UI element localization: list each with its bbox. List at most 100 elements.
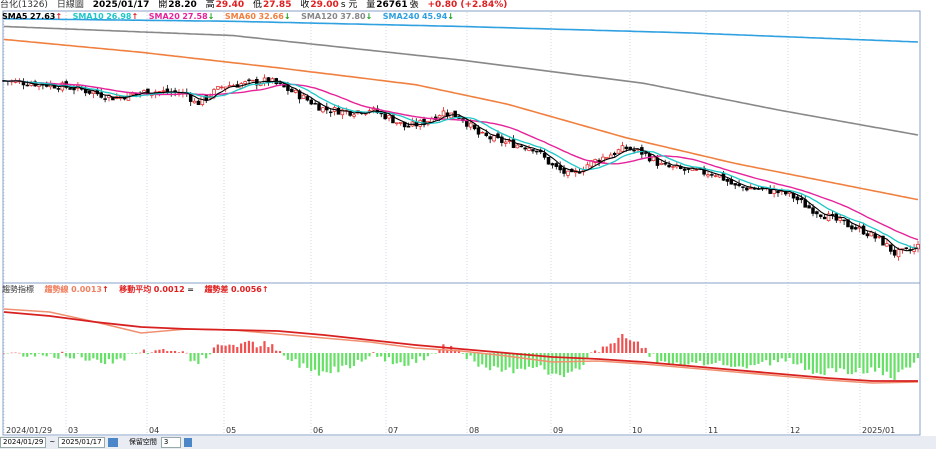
candle-body — [328, 111, 333, 114]
chart-frame — [2, 10, 921, 436]
trend-diff-bar — [185, 352, 188, 354]
trend-diff-bar — [368, 353, 371, 357]
trend-diff-bar — [395, 353, 398, 364]
keep-space-spinner[interactable] — [183, 437, 192, 447]
candle-body — [395, 122, 399, 125]
legend-trend-title: 趨勢指標 — [2, 285, 34, 294]
candle-body — [554, 163, 559, 167]
candle-body — [601, 156, 605, 163]
candle-body — [811, 207, 815, 214]
candle-body — [714, 175, 718, 177]
trend-diff-bar — [411, 353, 414, 360]
trend-diff-bar — [391, 353, 394, 365]
trend-diff-bar — [127, 353, 130, 354]
trend-diff-bar — [282, 353, 286, 356]
legend-sma10-label: SMA10 — [72, 12, 104, 21]
trend-diff-bar — [224, 345, 227, 353]
legend-sma120-value: 37.80 — [340, 12, 366, 21]
candle-body — [309, 99, 314, 105]
trend-diff-bar — [348, 353, 352, 369]
trend-diff-bar — [823, 353, 826, 376]
trend-diff-bar — [278, 351, 282, 353]
x-tick-label: 12 — [790, 426, 800, 435]
candle-body — [379, 112, 384, 115]
trend-diff-bar — [33, 353, 37, 357]
trend-diff-bar — [796, 353, 799, 365]
trend-diff-bar — [512, 353, 515, 374]
trend-diff-bar — [197, 353, 200, 365]
trend-diff-bar — [889, 353, 892, 378]
candle-body — [725, 179, 730, 182]
trend-diff-bar — [107, 353, 111, 360]
candle-body — [527, 147, 531, 151]
trend-diff-bar — [753, 353, 756, 366]
trend-diff-bar — [726, 353, 729, 366]
trend-diff-bar — [800, 353, 803, 364]
candle-body — [515, 144, 520, 149]
candle-body — [468, 122, 473, 128]
trend-diff-bar — [566, 353, 569, 373]
trend-diff-bar — [216, 344, 219, 353]
candle-body — [484, 132, 489, 136]
trend-diff-bar — [103, 353, 107, 365]
trend-diff-bar — [481, 353, 484, 365]
trend-diff-bar — [80, 353, 83, 358]
trend-diff-bar — [839, 353, 842, 369]
keep-space-input[interactable]: 3 — [160, 436, 181, 448]
trend-diff-bar — [741, 353, 744, 367]
candle-body — [682, 168, 687, 171]
trend-diff-bar — [76, 353, 79, 354]
trend-diff-bar — [485, 353, 488, 368]
trend-diff-bar — [477, 353, 480, 367]
range-separator: ~ — [49, 438, 56, 446]
x-tick-label: 05 — [226, 426, 236, 435]
candle-body — [873, 233, 877, 239]
trend-diff-bar — [65, 353, 68, 357]
trend-diff-bar — [667, 353, 671, 365]
trend-diff-bar — [846, 353, 849, 375]
candle-body — [465, 120, 469, 127]
candle-body — [511, 139, 516, 148]
sma120-line — [3, 25, 919, 136]
trend-diff-bar — [590, 352, 593, 353]
legend-trend-diff-value: 0.0056 — [230, 285, 262, 294]
trend-diff-bar — [632, 341, 636, 353]
trend-diff-bar — [523, 353, 527, 370]
trend-diff-bar — [415, 353, 418, 363]
range-to-input[interactable]: 2025/01/17 — [58, 436, 105, 448]
trend-diff-bar — [613, 343, 616, 353]
trend-diff-bar — [815, 353, 818, 373]
trend-diff-bar — [10, 352, 13, 354]
candle-body — [776, 190, 780, 194]
candle-body — [251, 79, 255, 82]
legend-sma60-value: 32.66 — [258, 12, 284, 21]
trend-diff-bar — [364, 353, 367, 360]
trend-diff-bar — [135, 353, 138, 354]
trend-diff-bar — [2, 353, 5, 354]
candle-body — [441, 110, 446, 117]
trend-diff-bar — [488, 353, 492, 371]
candle-body — [220, 86, 224, 89]
trend-diff-bar — [691, 353, 694, 363]
candle-body — [616, 149, 621, 154]
trend-diff-bar — [850, 353, 853, 375]
trend-diff-bar — [61, 351, 64, 353]
trend-diff-bar — [508, 353, 511, 368]
legend-sma20-label: SMA20 — [148, 12, 180, 21]
trend-diff-bar — [247, 340, 251, 353]
range-apply-button[interactable] — [107, 437, 118, 447]
range-from-input[interactable]: 2024/01/29 — [0, 436, 47, 448]
trend-diff-bar — [881, 353, 884, 376]
trend-diff-bar — [41, 353, 44, 356]
trend-diff-bar — [648, 353, 651, 357]
trend-diff-bar — [734, 353, 737, 367]
candle-body — [632, 149, 636, 152]
trend-diff-bar — [520, 353, 523, 369]
candle-body — [192, 100, 197, 104]
trend-diff-bar — [644, 347, 647, 353]
candle-body — [391, 115, 395, 124]
legend-sma5: SMA5 27.63↑ — [2, 12, 62, 21]
trend-diff-bar — [212, 347, 216, 353]
trend-diff-bar — [96, 353, 99, 360]
trend-diff-bar — [901, 353, 904, 370]
